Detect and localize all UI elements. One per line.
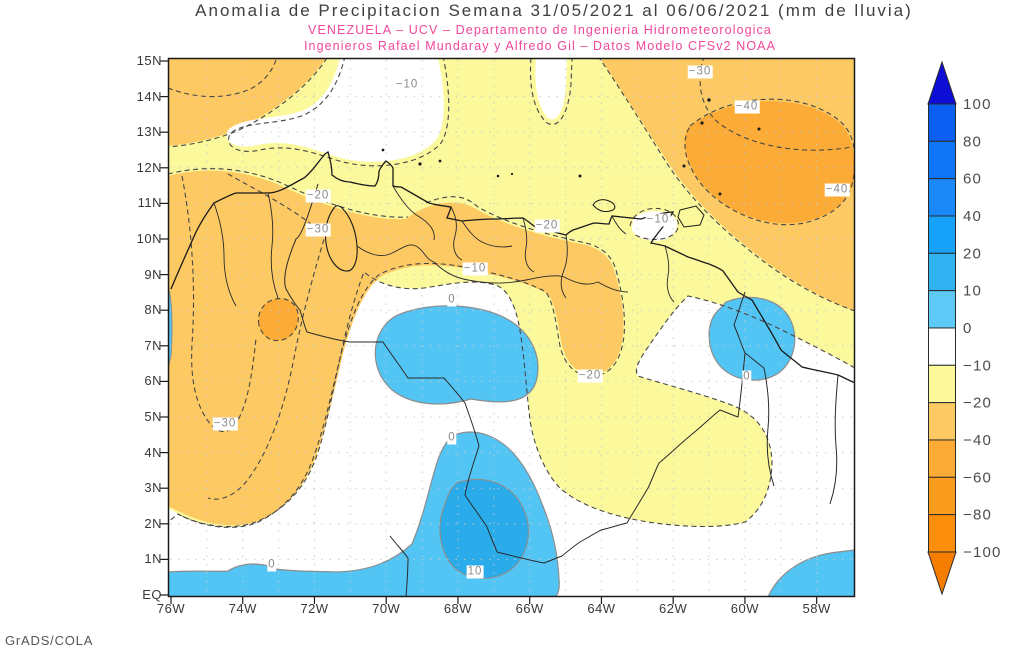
coastline-south-america [170, 150, 855, 384]
x-axis-label: 60W [730, 601, 760, 616]
anomaly-region-blue-corner [767, 549, 855, 597]
y-axis-label: 11N [137, 195, 162, 211]
axis-ticks [160, 60, 818, 604]
colorbar-segment [928, 103, 956, 142]
map-plot-area [160, 57, 856, 604]
colorbar-level-label: 80 [963, 133, 982, 150]
colorbar-arrow-down [927, 551, 957, 596]
y-axis-label: 15N [136, 53, 162, 68]
x-axis-label: 72W [300, 601, 329, 616]
anomaly-region-orange-core [684, 101, 855, 224]
x-axis-label: 68W [443, 601, 473, 616]
map-canvas [160, 57, 856, 604]
colorbar-level-label: −20 [963, 395, 992, 412]
y-axis-label: 6N [144, 373, 162, 389]
colorbar-level-label: 40 [963, 208, 982, 225]
anomaly-region-amber-topleft [168, 58, 326, 146]
colorbar-level-label: 20 [963, 245, 982, 262]
y-axis-label: 10N [136, 231, 162, 246]
anomaly-region-blue-central [374, 305, 539, 405]
page-title: Anomalia de Precipitacion Semana 31/05/2… [195, 1, 913, 20]
subtitle-line-2: Ingenieros Rafael Mundaray y Alfredo Gil… [303, 39, 777, 53]
colorbar-segment [928, 364, 956, 404]
plot-frame [167, 57, 856, 598]
anomaly-region-blue-inner-core [439, 479, 529, 579]
anomaly-region-white-finger [535, 58, 567, 120]
colorbar-level-label: −100 [963, 544, 1002, 561]
colorbar-segment [928, 215, 956, 254]
colorbar-level-label: −10 [963, 357, 992, 374]
y-axis-label: 4N [144, 444, 162, 460]
colorbar-level-label: −80 [963, 507, 992, 524]
x-axis-label: 76W [156, 601, 186, 616]
colorbar-arrow-up [927, 60, 957, 105]
x-axis-label: 64W [587, 601, 616, 616]
colorbar-level-label: 10 [963, 283, 982, 300]
x-axis-label: 62W [659, 601, 688, 616]
x-axis-label: 66W [515, 601, 544, 616]
y-axis-label: 13N [136, 124, 162, 140]
x-axis-label: 74W [228, 601, 257, 616]
y-axis-label: 5N [144, 409, 162, 424]
colorbar-segment [928, 140, 956, 180]
y-axis-label: EQ [142, 587, 162, 602]
caribbean-islands [381, 73, 761, 228]
colorbar-segment [928, 290, 956, 329]
y-axis-label: 12N [136, 159, 162, 175]
anomaly-region-white-top [226, 58, 444, 162]
y-axis-label: 14N [136, 88, 162, 104]
colorbar-segment [928, 476, 956, 516]
colorbar-segment [928, 402, 956, 441]
colorbar-segment [928, 327, 956, 366]
grads-credit: GrADS/COLA [5, 633, 94, 648]
colorbar-segments [928, 103, 956, 553]
colorbar-level-label: 100 [963, 96, 992, 113]
state-borders [213, 185, 675, 307]
y-axis-label: 8N [144, 302, 162, 318]
subtitle-line-1: VENEZUELA – UCV – Departamento de Ingeni… [308, 23, 772, 37]
colorbar-segment [928, 178, 956, 217]
country-borders [284, 183, 839, 597]
colorbar-segment [928, 252, 956, 292]
colorbar-level-label: 0 [963, 320, 973, 337]
anomaly-region-orange-spot [258, 298, 299, 341]
y-axis-label: 2N [144, 515, 162, 531]
y-axis-label: 9N [144, 266, 162, 282]
colorbar-segment [928, 514, 956, 553]
y-axis-label: 7N [144, 337, 162, 353]
x-axis-label: 70W [372, 601, 401, 616]
anomaly-region-amber-main [168, 170, 624, 526]
y-axis-label: 3N [144, 480, 162, 496]
colorbar-level-label: −60 [963, 469, 992, 486]
y-axis-label: 1N [144, 551, 162, 567]
lake-maracaibo [324, 205, 358, 272]
colorbar-level-label: −40 [963, 432, 992, 449]
anomaly-region-blue-guyana [708, 296, 796, 381]
colorbar-segment [928, 439, 956, 478]
x-axis-label: 58W [802, 601, 831, 616]
colorbar-level-label: 60 [963, 171, 982, 188]
